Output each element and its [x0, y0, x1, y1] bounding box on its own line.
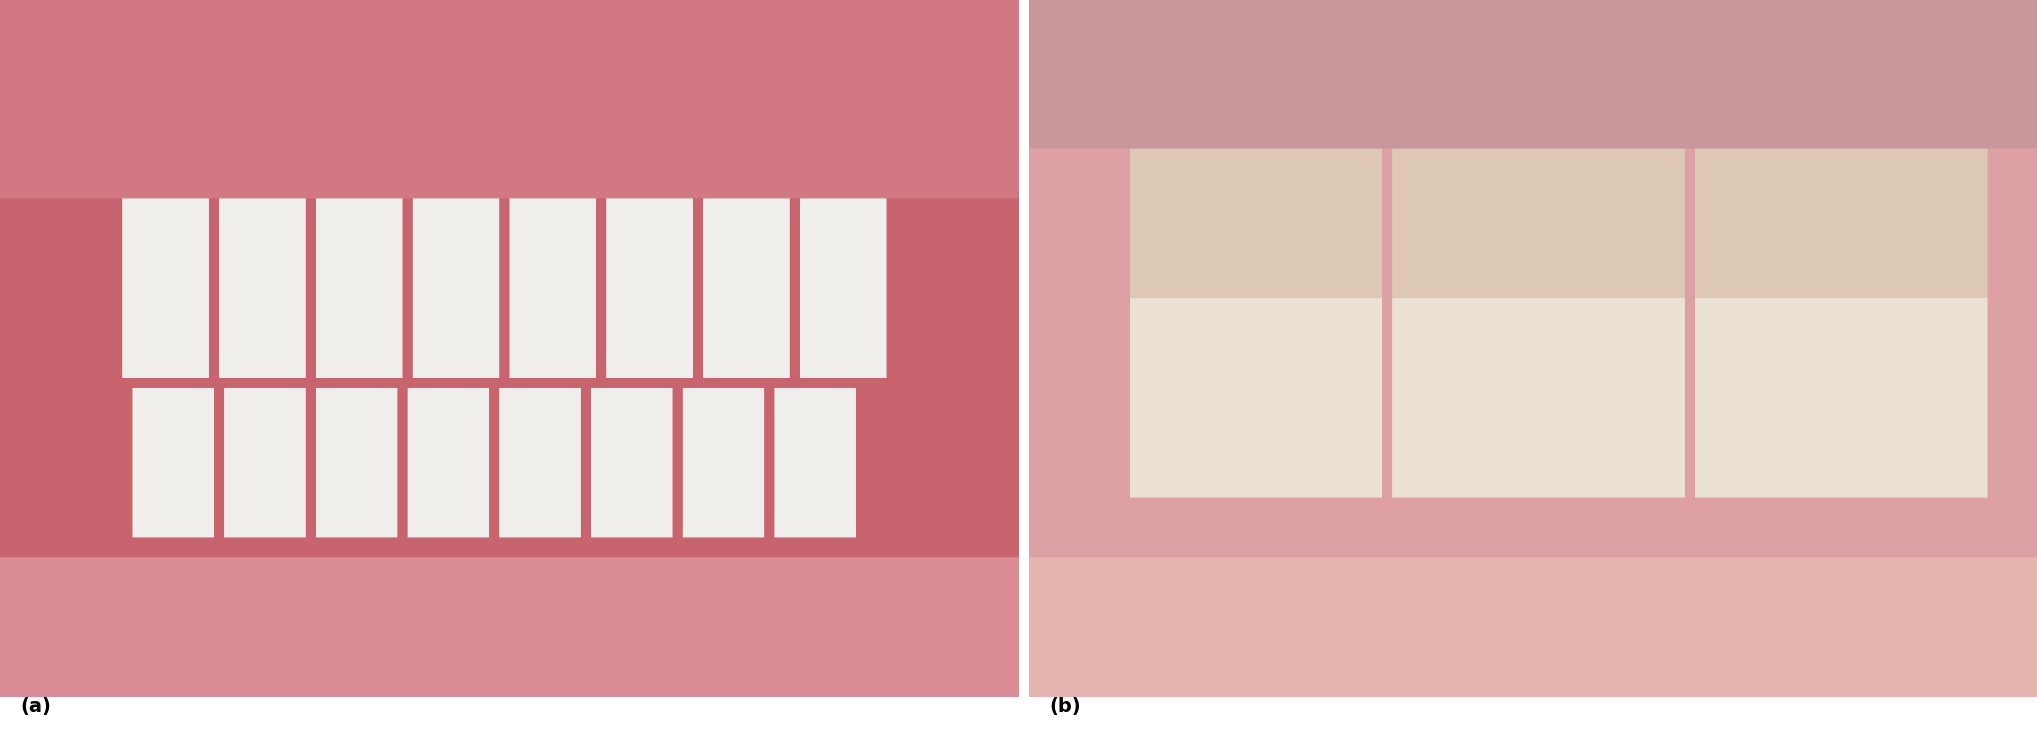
Text: (b): (b) — [1049, 697, 1082, 716]
Text: (a): (a) — [20, 697, 51, 716]
